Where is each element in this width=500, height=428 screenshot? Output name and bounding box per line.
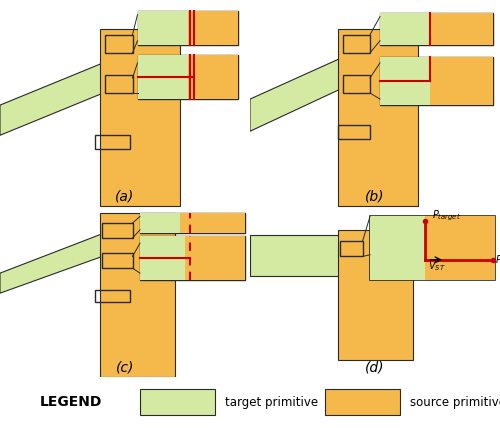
Text: (c): (c): [116, 361, 134, 375]
Bar: [342, 35, 370, 53]
Bar: [95, 290, 130, 301]
Bar: [180, 213, 245, 233]
Bar: [140, 389, 215, 415]
Bar: [185, 236, 245, 280]
Bar: [380, 57, 492, 105]
Bar: [105, 75, 132, 93]
Bar: [380, 12, 450, 45]
Bar: [95, 135, 130, 149]
Bar: [140, 213, 245, 233]
Bar: [100, 213, 175, 377]
Text: LEGEND: LEGEND: [40, 395, 102, 409]
Bar: [338, 230, 412, 360]
Text: target primitive: target primitive: [225, 396, 318, 409]
Bar: [370, 217, 440, 280]
Text: $P_{target}$: $P_{target}$: [432, 208, 462, 223]
Bar: [340, 241, 362, 256]
Bar: [338, 29, 417, 206]
Bar: [102, 223, 132, 238]
Bar: [380, 12, 492, 45]
Bar: [138, 11, 202, 45]
Bar: [102, 253, 132, 268]
Bar: [138, 55, 202, 99]
Text: (d): (d): [365, 361, 385, 375]
Polygon shape: [0, 49, 138, 135]
Polygon shape: [250, 235, 362, 276]
Polygon shape: [250, 43, 375, 131]
Bar: [425, 217, 495, 280]
Text: $P_{source}$: $P_{source}$: [495, 253, 500, 267]
Text: $V_{ST}$: $V_{ST}$: [428, 259, 445, 273]
Bar: [138, 55, 237, 99]
Bar: [188, 55, 238, 99]
Bar: [140, 236, 245, 280]
Bar: [338, 125, 370, 140]
Bar: [100, 29, 180, 206]
Text: source primitive: source primitive: [410, 396, 500, 409]
Bar: [342, 75, 370, 93]
Bar: [140, 236, 202, 280]
Bar: [105, 35, 132, 53]
Bar: [380, 57, 450, 105]
Bar: [430, 57, 492, 105]
Text: (b): (b): [365, 190, 385, 204]
Bar: [138, 11, 237, 45]
Bar: [370, 217, 495, 280]
Bar: [188, 11, 238, 45]
Bar: [325, 389, 400, 415]
Text: (a): (a): [116, 190, 134, 204]
Polygon shape: [0, 223, 130, 293]
Bar: [430, 12, 492, 45]
Bar: [140, 213, 200, 233]
